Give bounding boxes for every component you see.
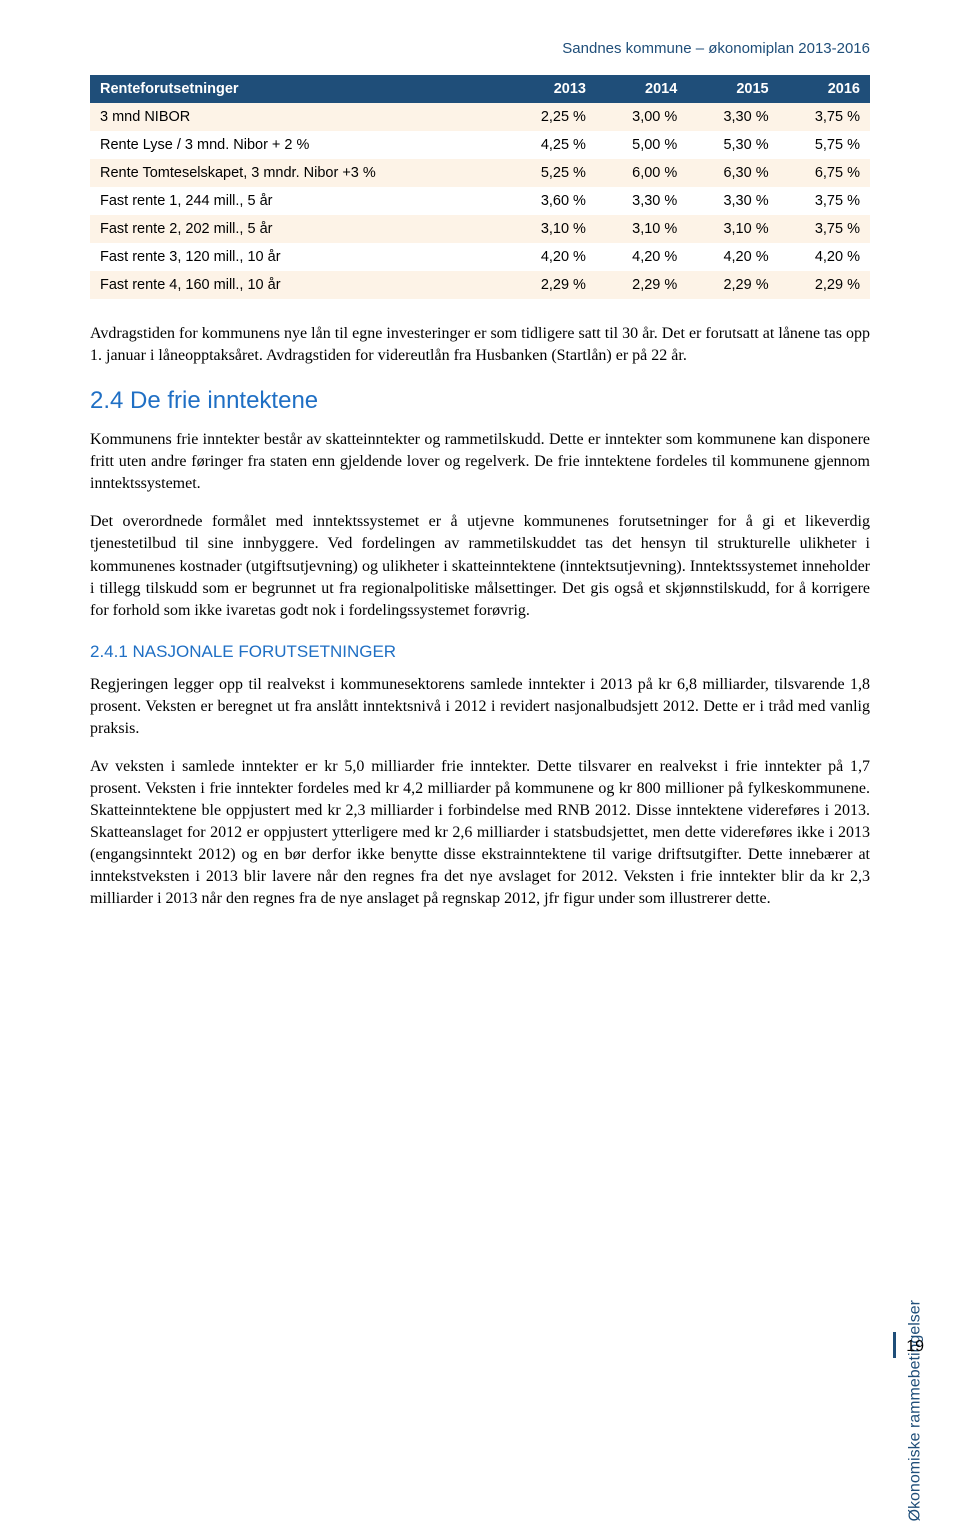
table-cell: Fast rente 1, 244 mill., 5 år (90, 187, 505, 215)
renteforutsetninger-table: Renteforutsetninger 2013 2014 2015 2016 … (90, 75, 870, 299)
table-cell: 3,30 % (687, 187, 778, 215)
table-cell: 3,75 % (779, 103, 870, 131)
table-row: Fast rente 4, 160 mill., 10 år2,29 %2,29… (90, 271, 870, 299)
subsection-heading-nasjonale: 2.4.1 NASJONALE FORUTSETNINGER (90, 642, 870, 662)
table-cell: Fast rente 4, 160 mill., 10 år (90, 271, 505, 299)
table-body: 3 mnd NIBOR2,25 %3,00 %3,30 %3,75 %Rente… (90, 103, 870, 299)
col-header: 2015 (687, 75, 778, 103)
table-header-row: Renteforutsetninger 2013 2014 2015 2016 (90, 75, 870, 103)
col-header: 2016 (779, 75, 870, 103)
table-row: Fast rente 1, 244 mill., 5 år3,60 %3,30 … (90, 187, 870, 215)
table-cell: Rente Lyse / 3 mnd. Nibor + 2 % (90, 131, 505, 159)
paragraph-avdragstid: Avdragstiden for kommunens nye lån til e… (90, 323, 870, 367)
table-cell: 4,20 % (779, 243, 870, 271)
table-cell: 2,29 % (596, 271, 687, 299)
table-cell: 3,10 % (505, 215, 596, 243)
table-cell: 2,25 % (505, 103, 596, 131)
table-cell: 2,29 % (505, 271, 596, 299)
col-header: Renteforutsetninger (90, 75, 505, 103)
table-cell: 3,10 % (687, 215, 778, 243)
table-cell: 4,20 % (505, 243, 596, 271)
table-cell: 3 mnd NIBOR (90, 103, 505, 131)
paragraph-inntektssystem: Det overordnede formålet med inntektssys… (90, 511, 870, 621)
table-cell: Rente Tomteselskapet, 3 mndr. Nibor +3 % (90, 159, 505, 187)
table-cell: 6,30 % (687, 159, 778, 187)
table-row: Rente Tomteselskapet, 3 mndr. Nibor +3 %… (90, 159, 870, 187)
table-cell: 3,75 % (779, 215, 870, 243)
table-cell: 5,75 % (779, 131, 870, 159)
table-row: 3 mnd NIBOR2,25 %3,00 %3,30 %3,75 % (90, 103, 870, 131)
page-number: 19 (893, 1332, 924, 1358)
table-cell: Fast rente 2, 202 mill., 5 år (90, 215, 505, 243)
table-cell: 6,00 % (596, 159, 687, 187)
table-cell: 2,29 % (779, 271, 870, 299)
paragraph-frie-inntekter-intro: Kommunens frie inntekter består av skatt… (90, 429, 870, 495)
table-cell: 3,10 % (596, 215, 687, 243)
table-cell: 4,20 % (596, 243, 687, 271)
table-cell: 4,25 % (505, 131, 596, 159)
table-cell: 5,00 % (596, 131, 687, 159)
table-cell: 3,30 % (596, 187, 687, 215)
table-cell: 2,29 % (687, 271, 778, 299)
col-header: 2014 (596, 75, 687, 103)
table-row: Rente Lyse / 3 mnd. Nibor + 2 %4,25 %5,0… (90, 131, 870, 159)
table-cell: 3,30 % (687, 103, 778, 131)
table-row: Fast rente 2, 202 mill., 5 år3,10 %3,10 … (90, 215, 870, 243)
table-cell: 3,60 % (505, 187, 596, 215)
paragraph-regjeringen: Regjeringen legger opp til realvekst i k… (90, 674, 870, 740)
table-cell: 3,00 % (596, 103, 687, 131)
table-cell: 6,75 % (779, 159, 870, 187)
table-cell: Fast rente 3, 120 mill., 10 år (90, 243, 505, 271)
col-header: 2013 (505, 75, 596, 103)
table-cell: 5,25 % (505, 159, 596, 187)
paragraph-veksten: Av veksten i samlede inntekter er kr 5,0… (90, 756, 870, 911)
table-row: Fast rente 3, 120 mill., 10 år4,20 %4,20… (90, 243, 870, 271)
table-cell: 3,75 % (779, 187, 870, 215)
table-cell: 4,20 % (687, 243, 778, 271)
section-heading-frie-inntektene: 2.4 De frie inntektene (90, 387, 870, 415)
document-header: Sandnes kommune – økonomiplan 2013-2016 (90, 40, 870, 57)
table-cell: 5,30 % (687, 131, 778, 159)
